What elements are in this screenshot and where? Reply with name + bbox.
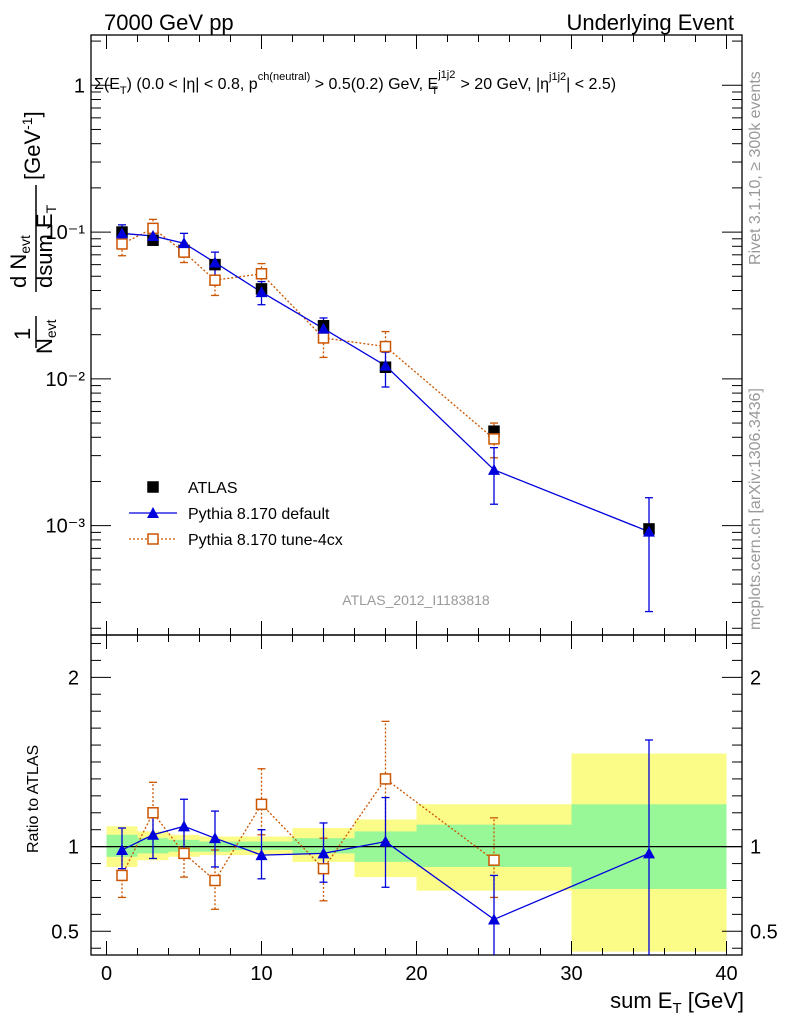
ratio-default-point <box>116 844 128 856</box>
default-point <box>488 463 500 475</box>
main-y-axis-label: 1 Nevt d Nevt dsum ET [GeV-1] <box>6 111 59 354</box>
ratio-default-point <box>178 820 190 832</box>
analysis-label: ATLAS_2012_I1183818 <box>342 592 490 608</box>
ratio-tune-point <box>379 773 392 785</box>
legend-default-marker <box>147 507 159 518</box>
x-axis-label: sum ET [GeV] <box>610 988 744 1017</box>
default-point <box>317 322 330 334</box>
legend-entry-label: Pythia 8.170 default <box>188 506 330 523</box>
main-annotation: Σ(ET) (0.0 < |η| < 0.8, pch(neutral) > 0… <box>94 69 616 97</box>
ratio-default-point <box>488 913 500 925</box>
rivet-label: Rivet 3.1.10, ≥ 300k events <box>747 71 764 265</box>
default-point <box>147 230 159 242</box>
default-point <box>379 359 392 371</box>
legend: ATLAS Pythia 8.170 default Pythia 8.170 tu… <box>129 480 343 549</box>
default-point <box>209 256 221 268</box>
ratio-panel: 0 10 20 30 40 0.5 0.5 1 1 2 2 <box>51 634 778 985</box>
svg-text:dsum ET: dsum ET <box>32 204 59 288</box>
tune-point <box>255 268 268 280</box>
default-point <box>255 286 268 298</box>
ratio-default-point <box>209 832 221 844</box>
main-y-tick-label: 10⁻² <box>46 369 86 391</box>
ratio-default-point <box>643 847 655 859</box>
legend-entry-label: ATLAS <box>188 480 238 497</box>
ratio-tune-point <box>209 874 221 887</box>
ratio-default-point <box>255 849 268 861</box>
ratio-y-tick-label-right: 1 <box>750 837 761 859</box>
ratio-y-tick-label: 1 <box>68 837 79 859</box>
main-panel: 10⁻³ 10⁻² 10⁻¹ 1 <box>46 34 743 636</box>
header-right: Underlying Event <box>566 10 734 35</box>
ratio-y-tick-label-right: 2 <box>750 667 761 689</box>
default-point <box>116 227 128 239</box>
ratio-tune-point <box>488 854 500 866</box>
x-tick-label: 40 <box>715 963 737 985</box>
ratio-tune-point <box>147 807 159 819</box>
tune-point <box>379 340 392 353</box>
header-left: 7000 GeV pp <box>104 10 234 35</box>
ratio-default-point <box>317 847 330 859</box>
svg-text:d Nevt: d Nevt <box>6 235 33 288</box>
x-tick-label: 20 <box>405 963 427 985</box>
tune-point <box>209 274 221 286</box>
legend-tune-marker <box>147 533 159 545</box>
mcplots-label: mcplots.cern.ch [arXiv:1306.3436] <box>747 388 764 630</box>
tune-point <box>116 238 128 250</box>
legend-atlas-marker <box>147 481 159 493</box>
svg-text:[GeV-1]: [GeV-1] <box>19 111 45 180</box>
svg-text:1: 1 <box>10 328 35 340</box>
ratio-y-tick-label-right: 0.5 <box>750 921 778 943</box>
default-point <box>643 525 655 537</box>
tune-point <box>488 433 500 445</box>
default-point <box>178 237 190 249</box>
tune-line <box>121 227 495 440</box>
main-y-tick-label: 1 <box>74 75 85 97</box>
x-tick-label: 30 <box>560 963 582 985</box>
ratio-default-point <box>147 828 159 840</box>
main-y-tick-label: 10⁻³ <box>46 516 86 538</box>
ratio-y-axis-label: Ratio to ATLAS <box>25 745 42 853</box>
ratio-y-tick-label: 0.5 <box>51 921 79 943</box>
tune-point <box>317 332 330 344</box>
ratio-tune-point <box>116 869 128 882</box>
ratio-tune-point <box>178 847 190 860</box>
ratio-y-tick-label: 2 <box>68 667 79 689</box>
x-tick-label: 0 <box>101 963 112 985</box>
ratio-tune-point <box>255 798 268 811</box>
tune-point <box>178 246 190 258</box>
legend-entry-label: Pythia 8.170 tune-4cx <box>188 532 343 549</box>
ratio-tune-point <box>317 862 330 875</box>
ratio-default-point <box>379 835 392 847</box>
main-y-tick-label: 10⁻¹ <box>46 222 86 244</box>
x-tick-label: 10 <box>250 963 272 985</box>
